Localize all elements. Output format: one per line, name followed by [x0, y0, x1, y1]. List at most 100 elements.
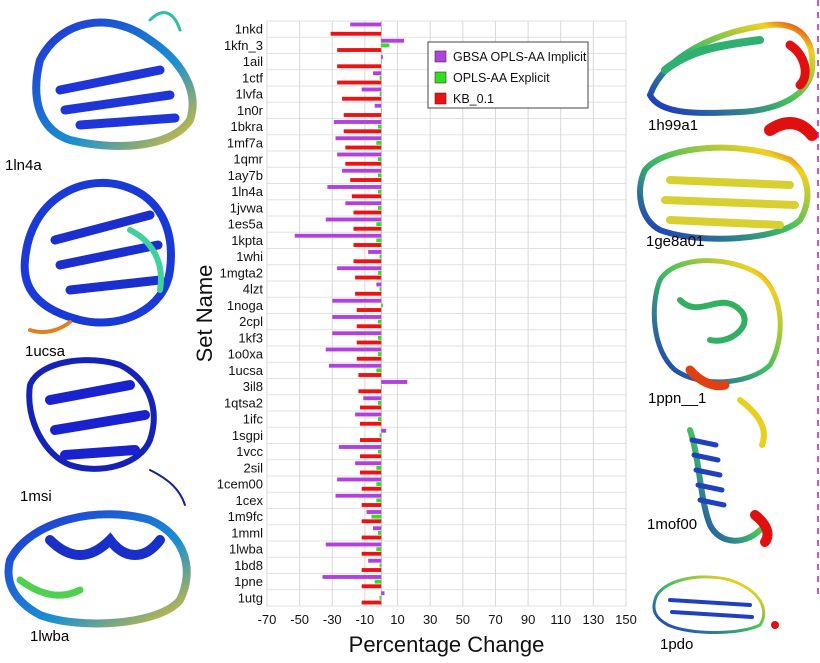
bar-1m9fc-series-3 [361, 519, 382, 524]
category-label: 1lvfa [236, 87, 264, 102]
bar-4lzt-series-3 [355, 291, 382, 296]
category-label: 1noga [227, 298, 264, 313]
bar-1jvwa-series-2 [377, 205, 382, 210]
bar-1jvwa-series-3 [353, 210, 382, 215]
bar-1ucsa-series-2 [376, 368, 382, 373]
bar-1ay7b-series-3 [350, 178, 382, 182]
x-tick-label: 90 [521, 612, 535, 627]
bar-1kpta-series-3 [353, 243, 382, 247]
category-label: 1mf7a [227, 135, 264, 150]
bar-1kfn_3-series-2 [381, 43, 390, 48]
category-label: 1cem00 [217, 477, 263, 492]
bar-1nkd-series-1 [350, 22, 382, 27]
x-tick-label: -30 [323, 612, 342, 627]
bar-1pne-series-1 [322, 575, 382, 579]
bar-3il8-series-3 [358, 389, 382, 394]
x-tick-label: -10 [356, 612, 375, 627]
bar-1cex-series-2 [376, 498, 382, 503]
structure-1mof00 [687, 397, 773, 547]
bar-1cex-series-1 [335, 493, 382, 498]
x-tick-label: -50 [290, 612, 309, 627]
legend-label: GBSA OPLS-AA Implicit [453, 50, 587, 64]
bar-1o0xa-series-1 [325, 347, 382, 352]
bar-1nkd-series-3 [330, 31, 382, 36]
legend-swatch [434, 50, 447, 63]
bar-4lzt-series-1 [376, 282, 382, 287]
bar-1m9fc-series-2 [371, 514, 382, 519]
bar-1qtsa2-series-3 [360, 405, 382, 410]
bar-1mgta2-series-1 [337, 266, 382, 271]
bar-1ucsa-series-3 [358, 373, 382, 377]
bar-1whi-series-1 [368, 250, 382, 254]
bar-1noga-series-1 [332, 298, 382, 303]
category-label: 1bd8 [234, 558, 263, 573]
protein-label-1lwba: 1lwba [30, 628, 70, 645]
bar-1sgpi-series-3 [360, 438, 382, 442]
bar-1vcc-series-2 [377, 449, 382, 454]
bar-1utg-series-2 [379, 595, 382, 600]
bar-1es5a-series-2 [376, 222, 382, 227]
bar-1mgta2-series-2 [377, 270, 382, 275]
structure-1h99a1 [646, 21, 816, 117]
legend-swatch [434, 92, 447, 105]
bar-1n0r-series-1 [374, 103, 382, 108]
bar-1cem00-series-3 [361, 486, 382, 491]
bar-1noga-series-3 [356, 308, 382, 312]
bar-1ifc-series-1 [355, 412, 382, 417]
bar-3il8-series-2 [381, 384, 382, 389]
bar-1lwba-series-2 [376, 547, 382, 552]
category-label: 1bkra [230, 119, 263, 134]
bar-1bd8-series-3 [361, 568, 382, 572]
x-tick-label: 70 [488, 612, 502, 627]
structure-1lwba [4, 510, 191, 628]
bar-2cpl-series-1 [332, 315, 382, 319]
bar-1lvfa-series-1 [361, 87, 382, 92]
bar-1kf3-series-1 [332, 331, 382, 336]
bar-1whi-series-3 [353, 259, 382, 264]
bar-1utg-series-3 [361, 600, 382, 605]
bar-1mml-series-2 [377, 530, 382, 535]
category-label: 1vcc [236, 444, 263, 459]
bar-1cem00-series-2 [376, 482, 382, 487]
category-label: 1ifc [243, 412, 264, 427]
bar-1ln4a-series-2 [377, 189, 382, 194]
bar-4lzt-series-2 [379, 287, 382, 292]
x-tick-label: 130 [583, 612, 605, 627]
category-label: 1ln4a [231, 184, 264, 199]
bar-1pne-series-2 [374, 579, 382, 584]
bar-1sgpi-series-2 [379, 433, 382, 438]
structure-1ge8a01 [637, 117, 818, 242]
category-label: 3il8 [243, 379, 263, 394]
protein-label-1ucsa: 1ucsa [25, 343, 66, 360]
structure-1ppn__1 [651, 258, 783, 391]
bar-1mml-series-3 [361, 535, 382, 540]
protein-label-1ppn__1: 1ppn__1 [648, 390, 707, 407]
bar-1cex-series-3 [361, 503, 382, 507]
protein-label-1msi: 1msi [20, 488, 52, 505]
bar-1ucsa-series-1 [329, 363, 382, 368]
bar-1ln4a-series-3 [351, 194, 382, 199]
bar-1n0r-series-2 [381, 108, 382, 113]
bar-1ctf-series-1 [373, 71, 382, 76]
bar-1bkra-series-3 [343, 129, 382, 134]
bar-1mml-series-1 [373, 526, 382, 531]
bar-1bkra-series-1 [333, 120, 382, 124]
category-label: 1sgpi [232, 428, 263, 443]
legend-box [427, 41, 589, 109]
bar-1mf7a-series-2 [376, 140, 382, 145]
bar-1mgta2-series-3 [355, 275, 382, 280]
bar-1whi-series-2 [379, 254, 382, 259]
bar-1cem00-series-1 [337, 477, 382, 482]
bar-1bd8-series-2 [379, 563, 382, 568]
category-label: 1kf3 [238, 330, 263, 345]
bar-1lwba-series-1 [325, 542, 382, 547]
bar-1o0xa-series-2 [377, 352, 382, 357]
bar-1lvfa-series-2 [379, 92, 382, 97]
bar-1n0r-series-3 [343, 113, 382, 117]
category-label: 1m9fc [228, 509, 264, 524]
bar-1ay7b-series-1 [342, 168, 382, 173]
x-tick-label: -70 [258, 612, 277, 627]
category-label: 1whi [236, 249, 263, 264]
bar-1kpta-series-1 [294, 233, 382, 238]
